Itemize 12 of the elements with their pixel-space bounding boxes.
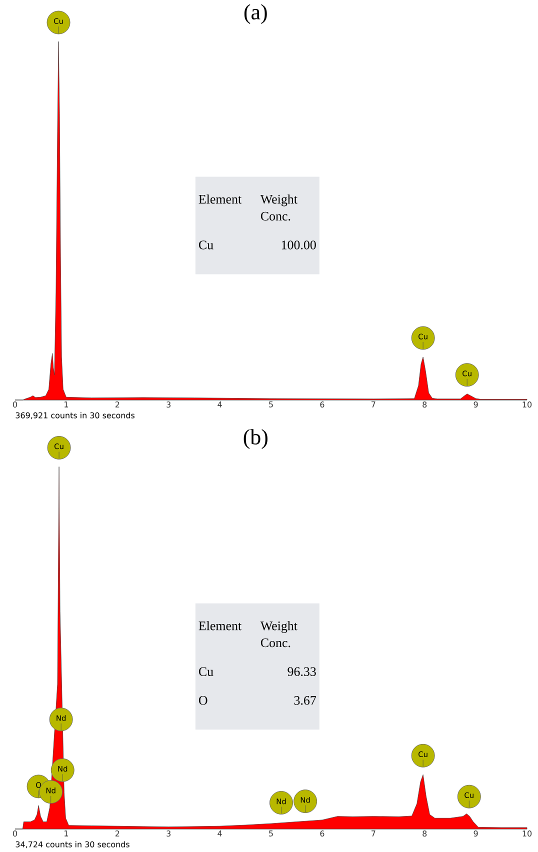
chart-title: (a) xyxy=(244,4,267,24)
annotation: Cu xyxy=(198,240,214,250)
annotation: Element xyxy=(198,194,242,204)
annotation: Weight Conc. xyxy=(260,621,298,648)
annotation: Element xyxy=(198,621,242,630)
chart-title: (b) xyxy=(244,429,268,449)
annotation: Cu xyxy=(198,667,214,676)
annotation: Weight Conc. xyxy=(260,194,298,221)
annotation: 96.33 xyxy=(288,667,316,676)
annotation: 3.67 xyxy=(294,696,316,705)
annotation: O xyxy=(198,696,208,705)
annotation: 100.00 xyxy=(282,240,316,250)
